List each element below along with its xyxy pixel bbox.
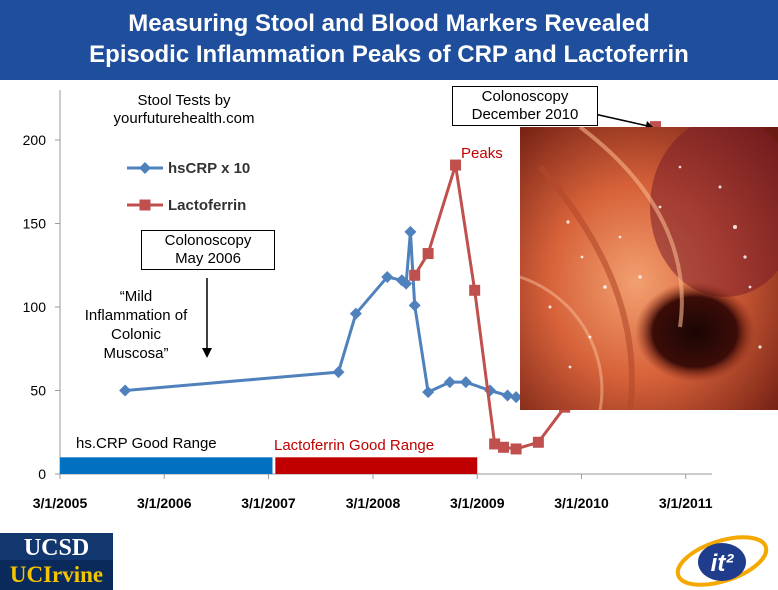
ucirvine-logo: UCIrvine: [0, 560, 113, 590]
data-point: [422, 248, 434, 260]
series-layer: [119, 121, 661, 455]
y-tick-label: 0: [38, 466, 46, 482]
mild-inflammation-note: “Mild Inflammation of Colonic Muscosa”: [64, 287, 208, 363]
ucsd-logo-text: UCSD: [23, 535, 90, 561]
it2-logo: it²: [675, 535, 769, 587]
arrow-head: [202, 348, 212, 358]
data-point: [332, 366, 345, 379]
it2-logo-text: it²: [711, 550, 735, 577]
x-tick-label: 3/1/2010: [554, 495, 609, 511]
chart-legend: hsCRP x 10 Lactoferrin: [127, 160, 250, 214]
legend-label: hsCRP x 10: [168, 160, 250, 177]
colonoscopy-2010-line1: Colonoscopy: [481, 88, 569, 105]
data-point: [532, 436, 544, 448]
mild-line4: Muscosa”: [103, 345, 169, 362]
ucirvine-logo-text: UCIrvine: [9, 562, 104, 587]
data-point: [510, 443, 522, 455]
legend-marker: [139, 162, 151, 174]
stool-tests-line1: Stool Tests by: [137, 92, 231, 109]
data-point: [489, 438, 501, 450]
data-point: [408, 299, 421, 312]
slide-title: Measuring Stool and Blood Markers Reveal…: [0, 0, 778, 80]
colonoscopy-photo: [520, 127, 778, 410]
data-point: [501, 389, 514, 402]
y-tick-label: 50: [30, 383, 46, 399]
x-tick-label: 3/1/2011: [659, 495, 713, 511]
peaks-label: Peaks: [461, 145, 503, 162]
colonoscopy-2010-note: Colonoscopy December 2010: [452, 86, 598, 126]
lactoferrin-good-range-label: Lactoferrin Good Range: [274, 437, 435, 454]
colonoscopy-2010-line2: December 2010: [471, 106, 579, 123]
mild-line3: Colonic: [110, 326, 162, 343]
mild-line1: “Mild: [119, 288, 153, 305]
arrow-line: [589, 112, 649, 127]
x-tick-label: 3/1/2006: [137, 495, 192, 511]
legend-marker: [139, 199, 151, 211]
y-tick-label: 100: [23, 299, 47, 315]
ucsd-logo: UCSD: [0, 533, 113, 563]
y-tick-label: 200: [23, 132, 47, 148]
y-tick-label: 150: [23, 216, 47, 232]
colonoscopy-2006-line1: Colonoscopy: [164, 232, 252, 249]
data-point: [649, 121, 661, 133]
stool-tests-note: Stool Tests by yourfuturehealth.com: [88, 92, 280, 128]
data-point: [381, 270, 394, 283]
data-point: [459, 376, 472, 389]
stool-tests-line2: yourfuturehealth.com: [113, 110, 255, 127]
data-point: [510, 391, 523, 404]
x-tick-label: 3/1/2009: [450, 495, 505, 511]
data-point: [443, 376, 456, 389]
colonoscopy-image: [520, 127, 778, 410]
data-point: [119, 384, 132, 397]
data-point: [409, 269, 421, 281]
mild-line2: Inflammation of: [84, 307, 188, 324]
data-point: [469, 284, 481, 296]
data-point: [422, 386, 435, 399]
good-range-bar: [275, 457, 478, 474]
data-point: [400, 277, 413, 290]
data-point: [498, 441, 510, 453]
x-tick-label: 3/1/2007: [241, 495, 296, 511]
data-point: [404, 225, 417, 238]
x-tick-label: 3/1/2008: [346, 495, 401, 511]
data-point: [450, 159, 462, 171]
colonoscopy-2006-line2: May 2006: [175, 250, 241, 267]
x-tick-label: 3/1/2005: [33, 495, 88, 511]
inflammation-chart: 0 50 100 150 200 3/1/2005 3/1/2006 3/1/2007 3/1/…: [23, 90, 713, 511]
footer: UCSD UCIrvine: [0, 530, 778, 590]
legend-label: Lactoferrin: [168, 197, 246, 214]
slide-title-line1: Measuring Stool and Blood Markers Reveal…: [128, 10, 650, 37]
good-range-bar: [60, 457, 273, 474]
good-ranges: [60, 457, 478, 474]
hscrp-good-range-label: hs.CRP Good Range: [76, 435, 217, 452]
colonoscopy-2006-note: Colonoscopy May 2006: [141, 230, 275, 270]
slide-title-line2: Episodic Inflammation Peaks of CRP and L…: [89, 41, 689, 68]
data-point: [349, 307, 362, 320]
